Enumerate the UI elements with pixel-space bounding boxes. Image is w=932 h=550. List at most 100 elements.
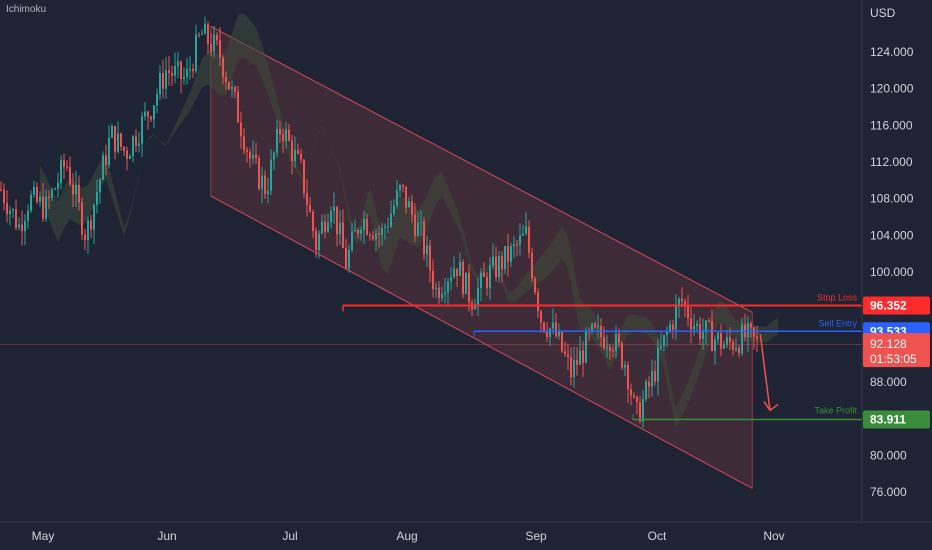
candle-body xyxy=(402,185,404,187)
stop-loss-label: Stop Loss xyxy=(817,292,858,302)
candle-body xyxy=(81,202,83,235)
indicator-label[interactable]: Ichimoku xyxy=(6,4,47,15)
candle-body xyxy=(0,189,2,191)
candle-body xyxy=(99,179,101,193)
candle-body xyxy=(705,320,707,333)
candle-body xyxy=(447,281,449,293)
candle-body xyxy=(603,337,605,349)
candle-body xyxy=(399,185,401,191)
candle-body xyxy=(72,184,74,195)
candle-body xyxy=(309,204,311,212)
candle-body xyxy=(120,133,122,147)
candle-body xyxy=(360,230,362,234)
candle-body xyxy=(282,134,284,141)
candle-body xyxy=(678,298,680,306)
candle-body xyxy=(357,230,359,234)
candle-body xyxy=(714,339,716,351)
candle-body xyxy=(522,233,524,236)
candle-body xyxy=(681,298,683,302)
candle-body xyxy=(639,402,641,422)
candle-body xyxy=(654,371,656,382)
candle-body xyxy=(27,210,29,221)
candle-body xyxy=(579,350,581,365)
candle-body xyxy=(660,346,662,348)
candle-body xyxy=(123,146,125,151)
y-tick-label: 120.000 xyxy=(870,82,914,96)
candle-body xyxy=(489,265,491,289)
candle-body xyxy=(51,189,53,198)
candle-body xyxy=(420,221,422,223)
candle-body xyxy=(108,137,110,165)
x-tick-label: Jun xyxy=(157,529,176,543)
candle-body xyxy=(60,160,62,183)
candle-body xyxy=(270,159,272,191)
sell-entry-label: Sell Entry xyxy=(818,318,857,328)
candle-body xyxy=(183,76,185,79)
candle-body xyxy=(606,346,608,349)
candle-body xyxy=(111,126,113,138)
candle-body xyxy=(465,272,467,295)
candle-body xyxy=(342,222,344,248)
candle-body xyxy=(729,337,731,343)
candle-body xyxy=(585,331,587,363)
candle-body xyxy=(78,184,80,203)
candle-body xyxy=(630,389,632,396)
candle-body xyxy=(594,323,596,328)
x-tick-label: May xyxy=(32,529,55,543)
candle-body xyxy=(336,206,338,235)
candle-body xyxy=(528,226,530,253)
candle-body xyxy=(348,249,350,269)
candle-body xyxy=(204,24,206,34)
candle-body xyxy=(327,222,329,232)
candle-body xyxy=(345,247,347,269)
candle-body xyxy=(153,105,155,120)
candle-body xyxy=(387,226,389,228)
candle-body xyxy=(693,326,695,330)
candle-body xyxy=(255,154,257,159)
candle-body xyxy=(669,324,671,332)
candle-body xyxy=(234,86,236,93)
candle-body xyxy=(675,305,677,330)
x-tick-label: Aug xyxy=(396,529,417,543)
y-tick-label: 76.000 xyxy=(870,485,907,499)
y-tick-label: 116.000 xyxy=(870,118,913,132)
candle-body xyxy=(591,323,593,332)
candle-body xyxy=(300,153,302,160)
candle-body xyxy=(750,323,752,328)
candle-body xyxy=(516,244,518,246)
candle-body xyxy=(42,196,44,219)
candle-body xyxy=(513,244,515,247)
candle-body xyxy=(174,66,176,76)
take-profit-label: Take Profit xyxy=(814,405,857,415)
candle-body xyxy=(198,34,200,36)
candle-body xyxy=(279,128,281,135)
candle-body xyxy=(504,245,506,270)
candle-body xyxy=(732,342,734,350)
candle-body xyxy=(96,192,98,205)
candle-body xyxy=(525,226,527,234)
candle-body xyxy=(474,305,476,310)
candle-body xyxy=(264,175,266,195)
candle-body xyxy=(366,218,368,235)
candle-body xyxy=(615,333,617,351)
candle-body xyxy=(546,330,548,338)
candle-body xyxy=(312,211,314,231)
candle-body xyxy=(564,351,566,355)
candle-body xyxy=(666,331,668,335)
candle-body xyxy=(36,187,38,202)
stop-loss-value: 96.352 xyxy=(870,298,907,312)
candle-body xyxy=(738,347,740,354)
candle-body xyxy=(186,69,188,77)
candle-body xyxy=(417,222,419,236)
candle-body xyxy=(441,294,443,299)
candle-body xyxy=(207,24,209,45)
candle-body xyxy=(435,287,437,290)
candle-body xyxy=(237,92,239,123)
candle-body xyxy=(117,133,119,152)
candle-body xyxy=(378,233,380,235)
candle-body xyxy=(480,272,482,289)
y-tick-label: 80.000 xyxy=(870,448,907,462)
candle-body xyxy=(612,350,614,352)
